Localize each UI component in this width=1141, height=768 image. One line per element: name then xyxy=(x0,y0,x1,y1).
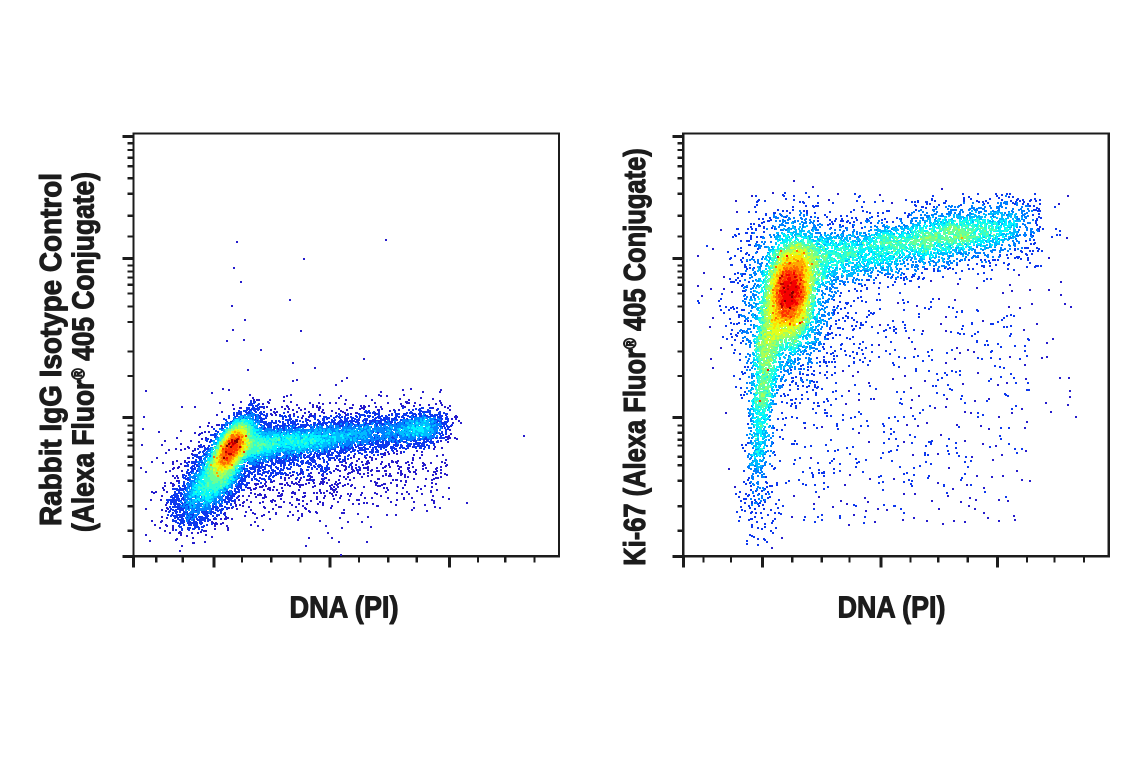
svg-text:DNA (PI): DNA (PI) xyxy=(838,591,946,625)
svg-text:Rabbit IgG Isotype Control: Rabbit IgG Isotype Control xyxy=(35,173,68,526)
svg-text:Ki-67 (Alexa Fluor® 405 Conjug: Ki-67 (Alexa Fluor® 405 Conjugate) xyxy=(618,148,653,566)
svg-text:DNA (PI): DNA (PI) xyxy=(289,591,398,625)
svg-text:(Alexa Fluor® 405 Conjugate): (Alexa Fluor® 405 Conjugate) xyxy=(67,172,101,532)
